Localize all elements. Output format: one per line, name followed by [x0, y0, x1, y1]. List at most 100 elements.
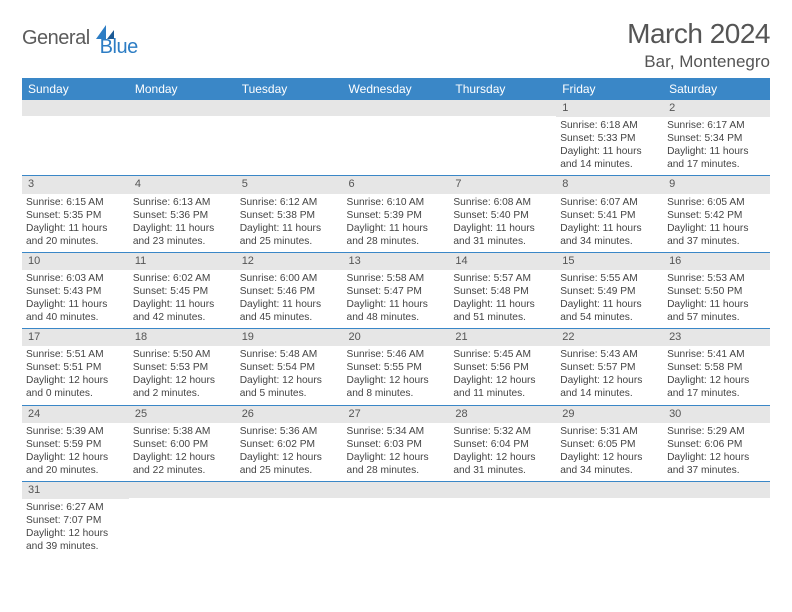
calendar-cell: 25Sunrise: 5:38 AMSunset: 6:00 PMDayligh… — [129, 405, 236, 481]
day-details: Sunrise: 5:43 AMSunset: 5:57 PMDaylight:… — [556, 346, 663, 404]
daylight-text: Daylight: 11 hours and 20 minutes. — [26, 223, 107, 247]
calendar-cell-empty — [236, 100, 343, 176]
daylight-text: Daylight: 12 hours and 39 minutes. — [26, 528, 108, 552]
sunset-text: Sunset: 5:38 PM — [240, 210, 315, 221]
day-details: Sunrise: 6:00 AMSunset: 5:46 PMDaylight:… — [236, 270, 343, 328]
sunrise-text: Sunrise: 5:45 AM — [453, 349, 531, 360]
day-details: Sunrise: 5:57 AMSunset: 5:48 PMDaylight:… — [449, 270, 556, 328]
sunrise-text: Sunrise: 6:02 AM — [133, 273, 211, 284]
day-details: Sunrise: 6:03 AMSunset: 5:43 PMDaylight:… — [22, 270, 129, 328]
calendar-cell: 29Sunrise: 5:31 AMSunset: 6:05 PMDayligh… — [556, 405, 663, 481]
calendar-cell-empty — [129, 481, 236, 557]
calendar-cell: 4Sunrise: 6:13 AMSunset: 5:36 PMDaylight… — [129, 176, 236, 252]
daylight-text: Daylight: 11 hours and 14 minutes. — [560, 146, 641, 170]
sunrise-text: Sunrise: 5:39 AM — [26, 426, 104, 437]
calendar-cell: 9Sunrise: 6:05 AMSunset: 5:42 PMDaylight… — [663, 176, 770, 252]
calendar-cell: 31Sunrise: 6:27 AMSunset: 7:07 PMDayligh… — [22, 481, 129, 557]
calendar-cell: 27Sunrise: 5:34 AMSunset: 6:03 PMDayligh… — [343, 405, 450, 481]
daylight-text: Daylight: 11 hours and 57 minutes. — [667, 299, 748, 323]
sunset-text: Sunset: 5:48 PM — [453, 286, 528, 297]
logo: General Blue — [22, 18, 138, 59]
sunrise-text: Sunrise: 6:05 AM — [667, 197, 745, 208]
daylight-text: Daylight: 11 hours and 48 minutes. — [347, 299, 428, 323]
day-details: Sunrise: 5:51 AMSunset: 5:51 PMDaylight:… — [22, 346, 129, 404]
day-details: Sunrise: 5:50 AMSunset: 5:53 PMDaylight:… — [129, 346, 236, 404]
day-number: 19 — [236, 329, 343, 346]
day-details: Sunrise: 6:17 AMSunset: 5:34 PMDaylight:… — [663, 117, 770, 175]
calendar-cell: 15Sunrise: 5:55 AMSunset: 5:49 PMDayligh… — [556, 252, 663, 328]
sunset-text: Sunset: 5:49 PM — [560, 286, 635, 297]
day-number: 14 — [449, 253, 556, 270]
calendar-cell: 13Sunrise: 5:58 AMSunset: 5:47 PMDayligh… — [343, 252, 450, 328]
sunrise-text: Sunrise: 5:55 AM — [560, 273, 638, 284]
sunset-text: Sunset: 5:51 PM — [26, 362, 101, 373]
sunset-text: Sunset: 6:00 PM — [133, 439, 208, 450]
sunset-text: Sunset: 5:58 PM — [667, 362, 742, 373]
sunset-text: Sunset: 5:50 PM — [667, 286, 742, 297]
calendar-cell: 3Sunrise: 6:15 AMSunset: 5:35 PMDaylight… — [22, 176, 129, 252]
calendar-cell: 10Sunrise: 6:03 AMSunset: 5:43 PMDayligh… — [22, 252, 129, 328]
day-details: Sunrise: 5:34 AMSunset: 6:03 PMDaylight:… — [343, 423, 450, 481]
sunrise-text: Sunrise: 5:53 AM — [667, 273, 745, 284]
sunrise-text: Sunrise: 5:29 AM — [667, 426, 745, 437]
sunrise-text: Sunrise: 6:18 AM — [560, 120, 638, 131]
sunset-text: Sunset: 5:45 PM — [133, 286, 208, 297]
day-number-empty — [22, 100, 129, 116]
day-number: 3 — [22, 176, 129, 193]
day-number: 9 — [663, 176, 770, 193]
calendar-cell-empty — [556, 481, 663, 557]
sunset-text: Sunset: 5:40 PM — [453, 210, 528, 221]
day-details: Sunrise: 6:02 AMSunset: 5:45 PMDaylight:… — [129, 270, 236, 328]
sunset-text: Sunset: 5:47 PM — [347, 286, 422, 297]
daylight-text: Daylight: 11 hours and 25 minutes. — [240, 223, 321, 247]
daylight-text: Daylight: 11 hours and 37 minutes. — [667, 223, 748, 247]
sunrise-text: Sunrise: 5:46 AM — [347, 349, 425, 360]
sunset-text: Sunset: 5:53 PM — [133, 362, 208, 373]
sunrise-text: Sunrise: 5:32 AM — [453, 426, 531, 437]
daylight-text: Daylight: 12 hours and 5 minutes. — [240, 375, 322, 399]
calendar-cell-empty — [449, 481, 556, 557]
daylight-text: Daylight: 11 hours and 54 minutes. — [560, 299, 641, 323]
calendar-row: 1Sunrise: 6:18 AMSunset: 5:33 PMDaylight… — [22, 100, 770, 176]
day-number: 5 — [236, 176, 343, 193]
sunrise-text: Sunrise: 5:41 AM — [667, 349, 745, 360]
sunset-text: Sunset: 5:41 PM — [560, 210, 635, 221]
calendar-cell: 22Sunrise: 5:43 AMSunset: 5:57 PMDayligh… — [556, 329, 663, 405]
calendar-cell: 24Sunrise: 5:39 AMSunset: 5:59 PMDayligh… — [22, 405, 129, 481]
day-number: 22 — [556, 329, 663, 346]
day-number: 23 — [663, 329, 770, 346]
day-number: 4 — [129, 176, 236, 193]
sunrise-text: Sunrise: 6:13 AM — [133, 197, 211, 208]
sunset-text: Sunset: 5:55 PM — [347, 362, 422, 373]
day-details: Sunrise: 5:39 AMSunset: 5:59 PMDaylight:… — [22, 423, 129, 481]
day-number-empty — [343, 482, 450, 498]
daylight-text: Daylight: 11 hours and 28 minutes. — [347, 223, 428, 247]
calendar-cell: 1Sunrise: 6:18 AMSunset: 5:33 PMDaylight… — [556, 100, 663, 176]
sunset-text: Sunset: 5:54 PM — [240, 362, 315, 373]
sunrise-text: Sunrise: 5:50 AM — [133, 349, 211, 360]
daylight-text: Daylight: 12 hours and 11 minutes. — [453, 375, 535, 399]
day-number: 31 — [22, 482, 129, 499]
day-details: Sunrise: 5:31 AMSunset: 6:05 PMDaylight:… — [556, 423, 663, 481]
calendar-cell-empty — [663, 481, 770, 557]
weekday-header: Monday — [129, 78, 236, 100]
sunset-text: Sunset: 5:46 PM — [240, 286, 315, 297]
weekday-header: Sunday — [22, 78, 129, 100]
calendar-cell: 30Sunrise: 5:29 AMSunset: 6:06 PMDayligh… — [663, 405, 770, 481]
sunrise-text: Sunrise: 5:58 AM — [347, 273, 425, 284]
calendar-cell: 14Sunrise: 5:57 AMSunset: 5:48 PMDayligh… — [449, 252, 556, 328]
sunrise-text: Sunrise: 6:17 AM — [667, 120, 745, 131]
sunrise-text: Sunrise: 6:10 AM — [347, 197, 425, 208]
day-details: Sunrise: 6:10 AMSunset: 5:39 PMDaylight:… — [343, 194, 450, 252]
month-title: March 2024 — [627, 18, 770, 50]
calendar-table: SundayMondayTuesdayWednesdayThursdayFrid… — [22, 78, 770, 557]
day-number: 20 — [343, 329, 450, 346]
day-number: 29 — [556, 406, 663, 423]
sunrise-text: Sunrise: 5:36 AM — [240, 426, 318, 437]
daylight-text: Daylight: 12 hours and 0 minutes. — [26, 375, 108, 399]
daylight-text: Daylight: 11 hours and 31 minutes. — [453, 223, 534, 247]
sunset-text: Sunset: 5:59 PM — [26, 439, 101, 450]
day-details: Sunrise: 5:53 AM Sunset: 5:50 PM Daylight:… — [663, 270, 770, 328]
weekday-header: Thursday — [449, 78, 556, 100]
daylight-text: Daylight: 12 hours and 17 minutes. — [667, 375, 749, 399]
